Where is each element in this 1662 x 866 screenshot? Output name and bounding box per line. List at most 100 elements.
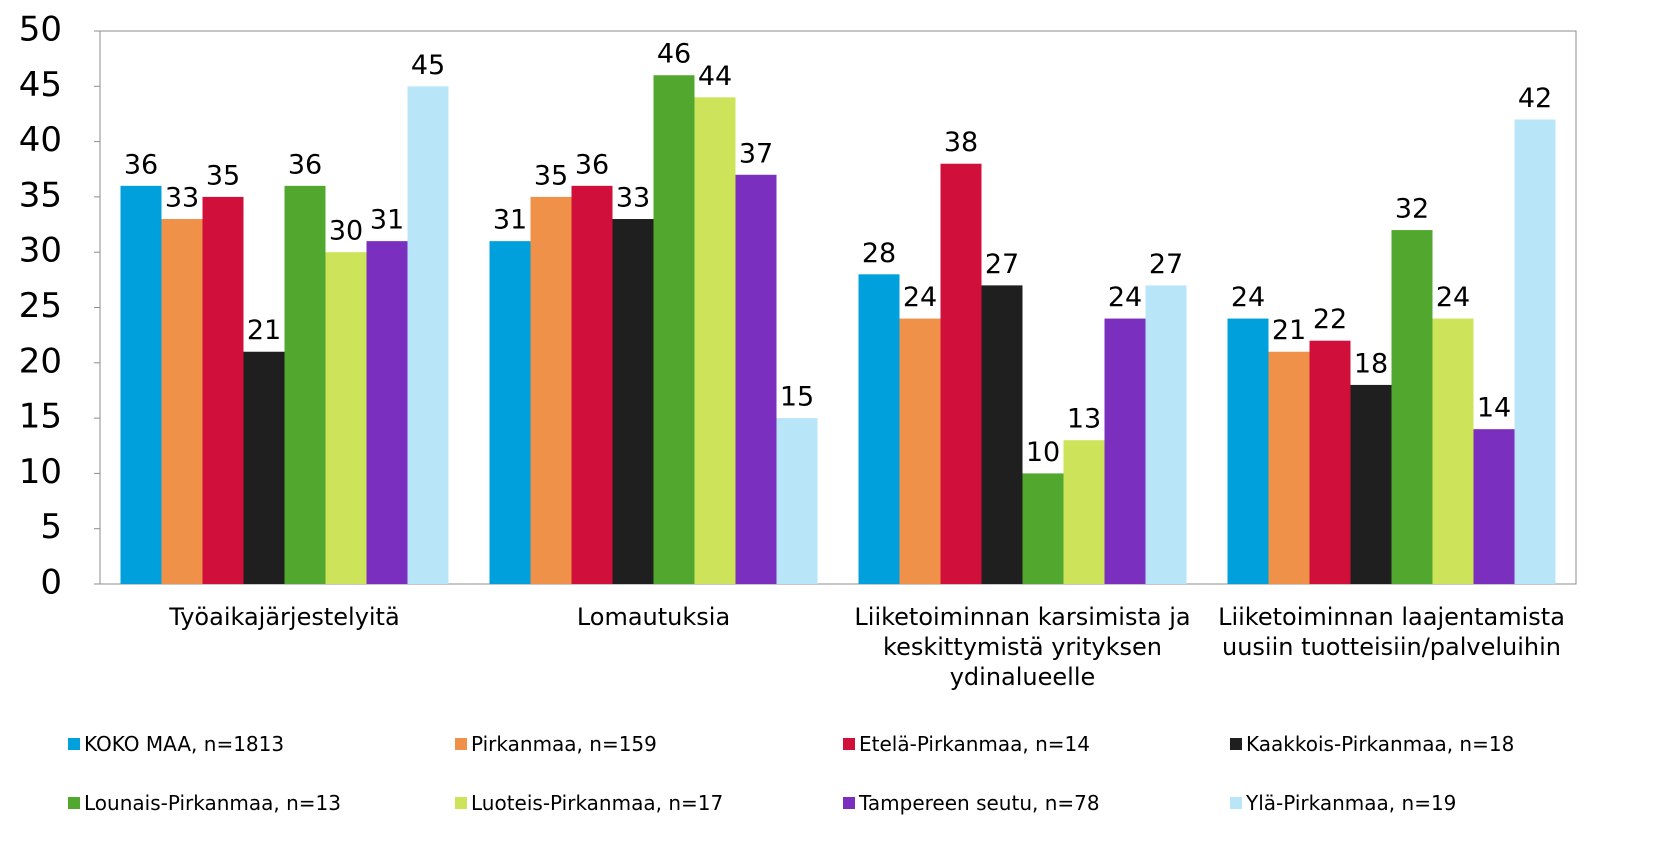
data-label: 35 [206,160,240,191]
bar [776,418,818,584]
bar [694,97,736,585]
data-label: 44 [698,61,732,92]
bar [1350,384,1392,584]
bar [366,241,408,584]
legend-item: KOKO MAA, n=1813 [68,732,284,756]
data-label: 27 [985,249,1019,280]
data-label: 14 [1477,393,1511,424]
data-label: 36 [575,149,609,180]
bar [1514,119,1556,584]
legend-label: Tampereen seutu, n=78 [859,791,1100,815]
data-label: 42 [1518,83,1552,114]
data-label: 30 [329,216,363,247]
data-label: 21 [247,315,281,346]
data-label: 24 [1108,282,1142,313]
data-label: 28 [862,238,896,269]
bar [899,318,941,584]
bar [161,219,203,584]
legend-swatch [68,797,80,809]
data-label: 13 [1067,404,1101,435]
legend-swatch [843,797,855,809]
x-tick-label: Liiketoiminnan karsimista ja keskittymis… [854,603,1191,691]
bar [571,185,613,584]
data-label: 18 [1354,348,1388,379]
x-tick-label: Lomautuksia [576,603,731,631]
data-label: 24 [1436,282,1470,313]
data-label: 36 [288,149,322,180]
bar [940,163,982,584]
data-label: 24 [1231,282,1265,313]
y-tick-label: 15 [19,397,62,437]
legend-swatch [1230,738,1242,750]
bar [1227,318,1269,584]
bar [1145,285,1187,584]
data-label: 21 [1272,315,1306,346]
bar [981,285,1023,584]
legend-swatch [1230,797,1242,809]
bar [407,86,449,585]
y-tick-label: 10 [19,452,62,492]
data-label: 24 [903,282,937,313]
y-tick-label: 40 [19,120,62,160]
legend-item: Tampereen seutu, n=78 [843,791,1100,815]
legend-label: Luoteis-Pirkanmaa, n=17 [471,791,724,815]
bar [284,185,326,584]
y-tick-label: 25 [19,286,62,326]
bar [1104,318,1146,584]
data-label: 33 [165,183,199,214]
y-tick-label: 5 [40,507,62,547]
x-tick-label: Työaikajärjestelyitä [169,603,400,631]
legend-label: Etelä-Pirkanmaa, n=14 [859,732,1090,756]
bar [1391,230,1433,584]
bar [653,75,695,585]
bar [1063,440,1105,584]
legend-item: Ylä-Pirkanmaa, n=19 [1230,791,1456,815]
data-label: 22 [1313,304,1347,335]
data-label: 38 [944,127,978,158]
data-label: 35 [534,160,568,191]
legend-label: Kaakkois-Pirkanmaa, n=18 [1246,732,1515,756]
data-label: 33 [616,183,650,214]
data-label: 46 [657,39,691,70]
y-tick-label: 20 [19,341,62,381]
bar [735,174,777,584]
y-tick-label: 30 [19,231,62,271]
bar [325,252,367,584]
legend-item: Lounais-Pirkanmaa, n=13 [68,791,341,815]
bar [1268,351,1310,584]
bar [1309,340,1351,584]
bar [612,219,654,584]
data-label: 31 [370,205,404,236]
y-tick-label: 45 [19,65,62,105]
bar [120,185,162,584]
data-label: 10 [1026,437,1060,468]
legend-item: Etelä-Pirkanmaa, n=14 [843,732,1090,756]
data-label: 32 [1395,194,1429,225]
data-label: 37 [739,138,773,169]
legend-swatch [843,738,855,750]
x-tick-label: Liiketoiminnan laajentamista uusiin tuot… [1218,603,1565,661]
legend-swatch [455,738,467,750]
legend-item: Kaakkois-Pirkanmaa, n=18 [1230,732,1514,756]
bar [530,196,572,584]
legend-item: Pirkanmaa, n=159 [455,732,657,756]
bar [1473,429,1515,584]
data-label: 27 [1149,249,1183,280]
y-tick-label: 50 [19,10,62,50]
data-label: 36 [124,149,158,180]
y-tick-label: 35 [19,175,62,215]
y-tick-label: 0 [40,563,62,603]
legend-label: Lounais-Pirkanmaa, n=13 [84,791,341,815]
legend-swatch [68,738,80,750]
legend-swatch [455,797,467,809]
bar [1432,318,1474,584]
legend-label: Ylä-Pirkanmaa, n=19 [1246,791,1457,815]
data-label: 45 [411,50,445,81]
bar [1022,473,1064,584]
legend-label: KOKO MAA, n=1813 [84,732,285,756]
bar [858,274,900,584]
bar [202,196,244,584]
data-label: 15 [780,382,814,413]
